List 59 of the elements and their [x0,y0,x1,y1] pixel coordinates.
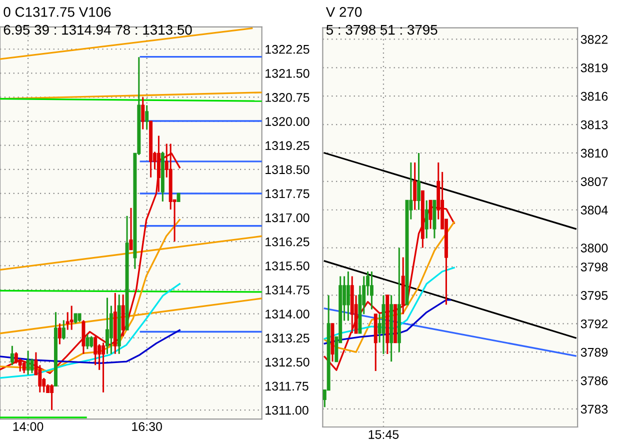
y-tick-label: 3783 [580,404,608,414]
candlestick [141,96,145,130]
y-tick-label: 1315.50 [266,261,310,270]
candlestick [417,152,421,211]
y-tick-label: 1313.25 [266,334,310,343]
y-tick-label: 3792 [580,319,608,328]
y-tick-label: 3795 [580,291,608,300]
text: 0 C1317.75 V106 [4,7,111,17]
candlestick [58,322,62,346]
candlestick [50,384,54,411]
y-tick-label: 1317.00 [266,213,310,222]
candlestick [70,305,74,331]
y-tick-label: 1311.00 [266,406,308,415]
line-series [324,266,455,340]
y-tick-label: 3813 [580,120,608,130]
y-tick-label: 1321.50 [266,68,310,78]
y-tick-label: 3810 [580,148,608,158]
x-tick-label: 16:30 [132,422,162,431]
y-tick-label: 3798 [580,262,608,272]
candlestick [94,335,98,366]
y-tick-label: 3807 [580,177,608,186]
y-tick-label: 3789 [580,348,608,357]
candlestick [106,296,109,355]
y-tick-label: 3816 [580,92,608,101]
y-tick-label: 1312.50 [266,358,310,367]
x-tick-label: 14:00 [13,422,44,431]
y-tick-label: 1318.50 [266,165,310,174]
candlestick [424,200,428,240]
candlestick [62,319,66,340]
y-tick-label: 1316.25 [266,237,310,246]
y-tick-label: 3786 [580,376,608,386]
candlestick [145,104,149,130]
text: V 270 [326,7,362,17]
y-tick-label: 1314.75 [266,286,310,294]
line-series [324,221,455,353]
candlestick [86,334,90,350]
line-series [324,299,451,344]
y-tick-label: 1320.75 [266,93,310,102]
candlestick [90,335,94,348]
y-tick-label: 1317.75 [266,189,310,198]
y-tick-label: 1311.75 [266,382,308,391]
y-tick-label: 1320.00 [266,117,310,126]
x-tick-label: 15:45 [368,430,399,439]
y-tick-label: 3819 [580,63,608,72]
candlestick [346,270,350,322]
candlestick [413,162,417,211]
candlestick [370,270,374,310]
y-tick-label: 3804 [580,206,608,215]
y-tick-label: 1314.00 [266,310,310,318]
candlestick [10,345,14,366]
line-series [0,283,180,379]
y-tick-label: 3822 [580,35,608,44]
candlestick [74,313,78,324]
y-tick-label: 1322.25 [266,44,310,54]
candlestick [26,350,30,376]
annotation: 6.95 39 : 1314.94 78 : 1313.50 [4,24,192,35]
annotation: 5 : 3798 51 : 3795 [326,24,438,35]
y-tick-label: 3800 [580,244,608,252]
y-tick-label: 1319.25 [266,141,310,150]
